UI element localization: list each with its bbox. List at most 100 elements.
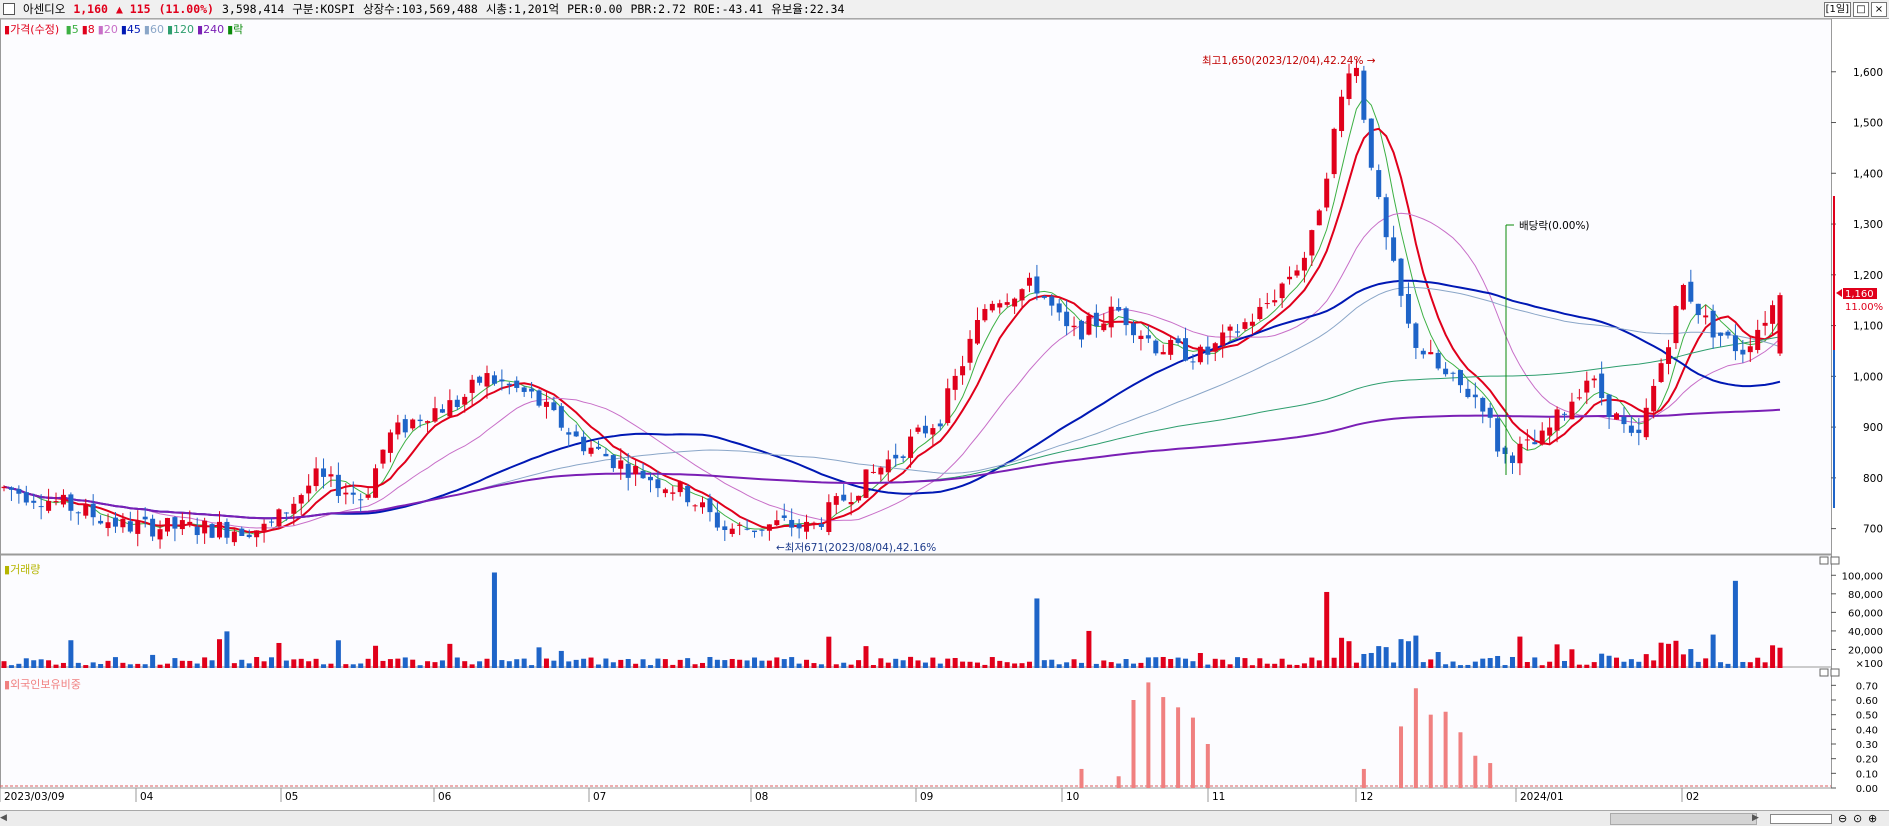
low-annotation: ←최저671(2023/08/04),42.16%: [776, 542, 936, 554]
candle-body: [1004, 302, 1010, 305]
volume-bar: [529, 665, 535, 668]
scroll-right-icon[interactable]: ▶: [1752, 813, 1759, 823]
price-change: ▲ 115: [115, 2, 151, 16]
volume-bar: [1405, 641, 1411, 668]
volume-bar: [1301, 663, 1307, 668]
candle-body: [1658, 363, 1664, 382]
date-axis-label: 10: [1066, 791, 1079, 803]
volume-bar: [306, 661, 312, 668]
candle-body: [960, 366, 966, 376]
volume-bar: [454, 657, 460, 668]
close-icon[interactable]: ×: [1871, 2, 1887, 17]
candle-body: [766, 524, 772, 531]
volume-bar: [8, 665, 14, 668]
candle-body: [1576, 397, 1582, 399]
candle-body: [313, 468, 319, 487]
candle-body: [187, 521, 193, 524]
volume-bar: [142, 664, 148, 668]
select-checkbox[interactable]: [3, 3, 15, 15]
candle-body: [1175, 338, 1181, 343]
volume-bar: [618, 659, 624, 668]
volume-bar: [551, 660, 557, 668]
candle-body: [1235, 331, 1241, 333]
volume-bar: [647, 665, 653, 668]
candle-body: [105, 522, 111, 529]
candle-body: [573, 431, 579, 437]
candle-body: [878, 467, 884, 475]
candle-body: [306, 485, 312, 494]
price-axis-label: 900: [1863, 422, 1883, 434]
volume-bar: [439, 660, 445, 668]
volume-bar: [885, 662, 891, 668]
zoom-out-icon[interactable]: ⊖: [1838, 812, 1848, 825]
panel-close-icon: [1830, 668, 1840, 677]
bottom-scroll-bar[interactable]: ◀ ▶ ⊖ ⊙ ⊕: [0, 810, 1889, 826]
zoom-in-icon[interactable]: ⊕: [1868, 812, 1878, 825]
volume-bar: [157, 664, 163, 668]
candle-body: [120, 518, 126, 528]
volume-bar: [1755, 657, 1761, 668]
candle-body: [1688, 281, 1694, 302]
candle-body: [1205, 346, 1211, 355]
candle-body: [1547, 427, 1553, 436]
volume-bar: [1168, 658, 1174, 668]
volume-bar: [1606, 655, 1612, 668]
candle-body: [655, 479, 661, 489]
zoom-slider[interactable]: [1770, 814, 1832, 824]
candle-body: [1183, 338, 1189, 361]
price-axis-label: 1,000: [1853, 371, 1883, 383]
candle-body: [1584, 380, 1590, 393]
volume-bar: [105, 660, 111, 668]
panel-frame: [0, 19, 1832, 555]
candle-body: [1279, 283, 1285, 299]
candle-body: [60, 494, 66, 505]
ma-legend-item: ▮120: [166, 23, 195, 36]
volume-bar: [1532, 657, 1538, 668]
candle-body: [1346, 73, 1352, 99]
ma-legend-item: ▮락: [227, 23, 244, 36]
volume-bar: [172, 658, 178, 668]
volume-bar: [945, 658, 951, 668]
volume-bar: [833, 664, 839, 668]
candle-body: [1710, 310, 1716, 338]
candle-body: [521, 387, 527, 392]
zoom-reset-icon[interactable]: ⊙: [1853, 812, 1863, 825]
scroll-thumb[interactable]: [1610, 813, 1757, 825]
candle-body: [179, 520, 185, 530]
volume-bar: [514, 659, 520, 668]
volume-bar: [1576, 664, 1582, 668]
period-button[interactable]: [1일]: [1823, 2, 1851, 17]
foreign-axis-label: 0.50: [1856, 711, 1878, 722]
volume-bar: [1673, 640, 1679, 668]
scroll-left-icon[interactable]: ◀: [0, 813, 7, 823]
candle-body: [1628, 425, 1634, 433]
candle-body: [610, 455, 616, 469]
volume-bar: [1554, 644, 1560, 668]
change-percent: (11.00%): [158, 2, 214, 16]
candle-body: [1747, 346, 1753, 353]
candle-body: [1086, 315, 1092, 335]
volume-bar: [744, 660, 750, 668]
volume-bar: [1614, 657, 1620, 668]
candle-body: [1777, 295, 1783, 354]
ma-line-5: [3, 96, 1781, 536]
volume-bar: [1205, 664, 1211, 668]
foreign-legend-label: 외국인보유비중: [10, 678, 81, 691]
candle-body: [1740, 349, 1746, 355]
high-annotation: 최고1,650(2023/12/04),42.24% →: [1202, 55, 1376, 67]
volume-bar: [870, 665, 876, 668]
ma-legend-item: ▮45: [120, 23, 141, 36]
stock-chart[interactable]: 700 800 900 1,000 1,100 1,200 1,300 1,400 1,500 1…: [0, 19, 1889, 810]
restore-icon[interactable]: □: [1853, 2, 1869, 17]
candle-body: [335, 474, 341, 496]
volume-axis-label: 20,000: [1848, 645, 1883, 656]
candle-body: [1078, 320, 1084, 340]
candle-body: [1725, 331, 1731, 336]
date-axis-label: 08: [755, 791, 768, 803]
volume-bar: [1235, 657, 1241, 668]
volume-bar: [38, 659, 44, 668]
candle-body: [551, 402, 557, 411]
candle-body: [276, 509, 282, 527]
candle-body: [1145, 335, 1151, 339]
volume-bar: [187, 660, 193, 668]
